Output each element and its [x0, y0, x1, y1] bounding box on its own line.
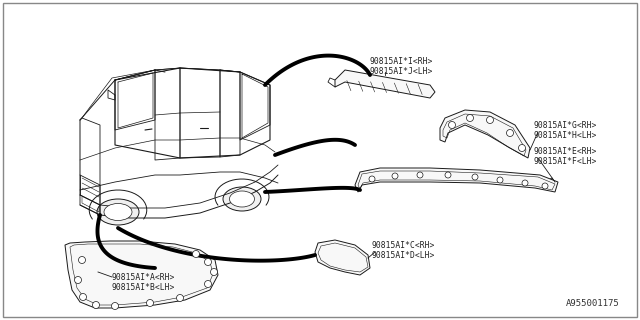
Circle shape — [417, 172, 423, 178]
Circle shape — [369, 176, 375, 182]
Circle shape — [392, 173, 398, 179]
Text: 90815AI*J<LH>: 90815AI*J<LH> — [370, 68, 433, 76]
Text: 90815AI*D<LH>: 90815AI*D<LH> — [372, 251, 435, 260]
Circle shape — [147, 300, 154, 307]
Text: 90815AI*F<LH>: 90815AI*F<LH> — [534, 157, 597, 166]
Circle shape — [177, 294, 184, 301]
Circle shape — [93, 301, 99, 308]
Ellipse shape — [97, 199, 139, 225]
Circle shape — [542, 183, 548, 189]
Text: 90815AI*I<RH>: 90815AI*I<RH> — [370, 58, 433, 67]
Circle shape — [506, 130, 513, 137]
Circle shape — [111, 302, 118, 309]
Circle shape — [74, 276, 81, 284]
Circle shape — [518, 145, 525, 151]
Text: 90815AI*B<LH>: 90815AI*B<LH> — [112, 284, 175, 292]
Circle shape — [79, 257, 86, 263]
Text: 90815AI*H<LH>: 90815AI*H<LH> — [534, 131, 597, 140]
Text: 90815AI*C<RH>: 90815AI*C<RH> — [372, 241, 435, 250]
Circle shape — [522, 180, 528, 186]
Text: 90815AI*A<RH>: 90815AI*A<RH> — [112, 274, 175, 283]
Circle shape — [79, 293, 86, 300]
Circle shape — [211, 268, 218, 276]
Ellipse shape — [104, 204, 132, 220]
Circle shape — [449, 122, 456, 129]
Text: A955001175: A955001175 — [566, 299, 620, 308]
Circle shape — [205, 259, 211, 266]
Polygon shape — [65, 241, 218, 308]
Circle shape — [205, 281, 211, 287]
Ellipse shape — [223, 187, 261, 211]
Polygon shape — [335, 70, 435, 98]
Polygon shape — [355, 168, 558, 192]
Circle shape — [472, 174, 478, 180]
Circle shape — [486, 116, 493, 124]
Text: 90815AI*E<RH>: 90815AI*E<RH> — [534, 148, 597, 156]
Circle shape — [193, 251, 200, 258]
Polygon shape — [315, 240, 370, 275]
Circle shape — [467, 115, 474, 122]
Ellipse shape — [230, 191, 255, 207]
Circle shape — [445, 172, 451, 178]
Circle shape — [497, 177, 503, 183]
Polygon shape — [440, 110, 530, 158]
Text: 90815AI*G<RH>: 90815AI*G<RH> — [534, 121, 597, 130]
